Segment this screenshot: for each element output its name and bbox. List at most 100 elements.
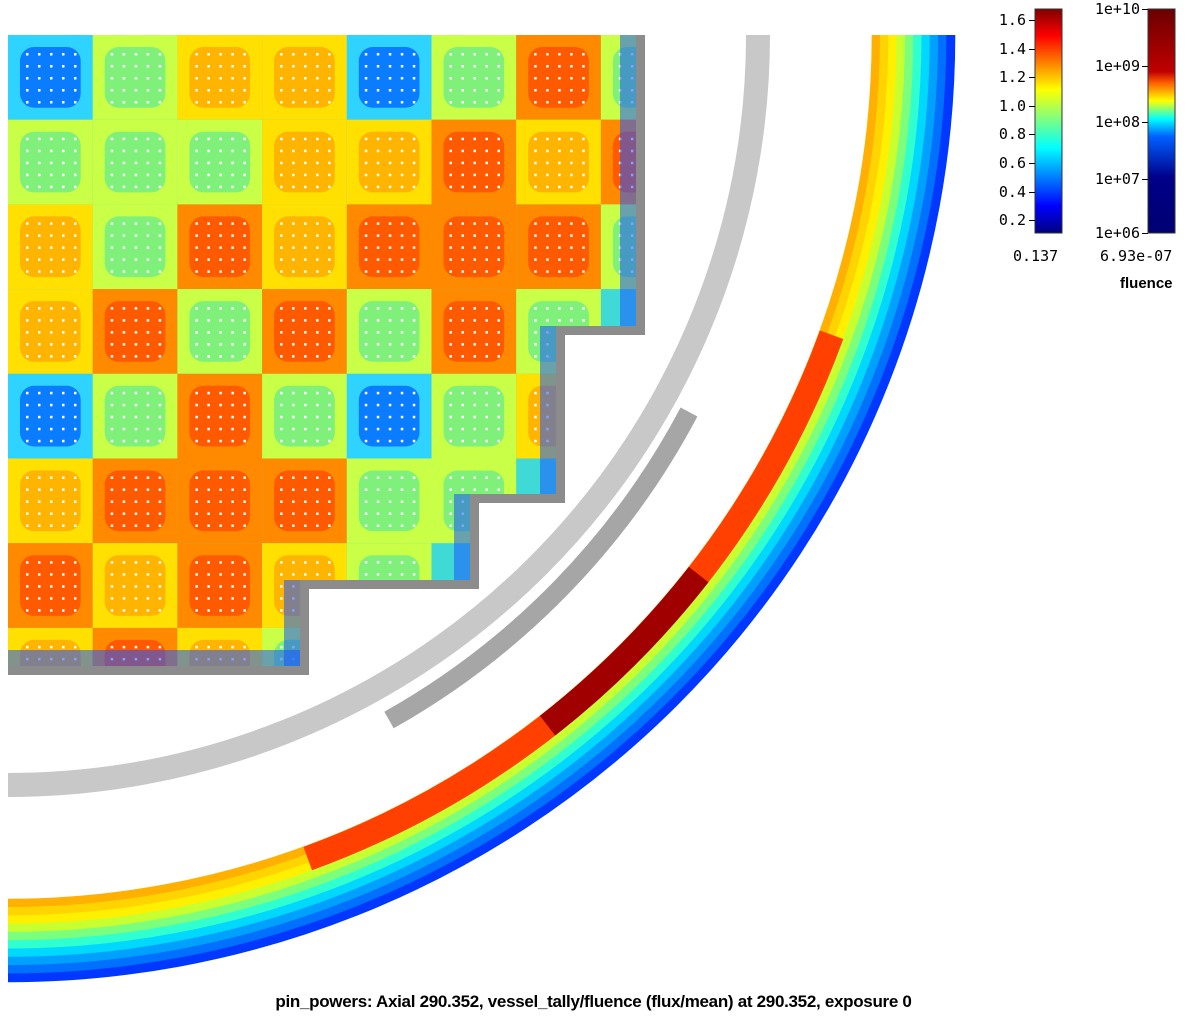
pin-marker xyxy=(497,319,500,322)
pin-marker xyxy=(280,234,283,237)
pin-marker xyxy=(316,645,319,649)
pin-marker xyxy=(328,415,331,419)
pin-marker xyxy=(461,234,464,237)
pin-marker xyxy=(207,500,210,503)
pin-marker xyxy=(497,246,500,249)
pin-marker xyxy=(280,89,283,92)
pin-marker xyxy=(485,391,488,395)
pin-marker xyxy=(400,439,404,443)
pin-marker xyxy=(449,512,452,515)
pin-marker xyxy=(570,234,573,237)
pin-marker xyxy=(146,89,150,92)
pin-marker xyxy=(497,403,500,407)
pin-marker xyxy=(304,137,307,141)
pin-power-tick-mark xyxy=(1029,134,1035,136)
pin-marker xyxy=(195,331,198,334)
pin-marker xyxy=(280,694,283,697)
pin-marker xyxy=(195,694,198,697)
pin-marker xyxy=(74,65,77,68)
pin-marker xyxy=(546,65,549,68)
pin-marker xyxy=(122,415,126,419)
pin-marker xyxy=(376,89,380,92)
pin-marker xyxy=(376,270,380,273)
pin-marker xyxy=(195,403,198,407)
pin-marker xyxy=(243,161,246,165)
pin-marker xyxy=(243,307,246,310)
pin-marker xyxy=(159,694,162,697)
pin-marker xyxy=(328,670,331,673)
pin-marker xyxy=(26,439,29,443)
pin-marker xyxy=(38,488,41,491)
pin-marker xyxy=(412,101,416,104)
pin-marker xyxy=(328,343,331,346)
pin-marker xyxy=(74,500,77,503)
pin-marker xyxy=(400,234,404,237)
pin-marker xyxy=(207,149,210,153)
pin-marker xyxy=(158,391,162,395)
pin-marker xyxy=(473,403,476,407)
pin-marker xyxy=(207,77,210,80)
pin-marker xyxy=(219,77,222,80)
pin-marker xyxy=(364,307,368,310)
pin-marker xyxy=(485,246,488,249)
pin-marker xyxy=(207,161,210,165)
pin-marker xyxy=(364,427,368,431)
pin-marker xyxy=(461,319,464,322)
pin-marker xyxy=(461,476,464,479)
pin-marker xyxy=(195,173,198,177)
pin-marker xyxy=(62,319,65,322)
pin-marker xyxy=(74,53,77,56)
pin-marker xyxy=(534,222,537,225)
pin-marker xyxy=(534,101,537,104)
pin-marker xyxy=(412,65,416,68)
pin-marker xyxy=(122,476,126,479)
pin-marker xyxy=(158,246,162,249)
pin-marker xyxy=(74,585,77,588)
pin-marker xyxy=(316,391,319,395)
pin-marker xyxy=(146,270,150,273)
pin-marker xyxy=(655,246,658,249)
pin-marker xyxy=(376,561,380,564)
fluence-tick-mark xyxy=(1142,233,1148,234)
pin-marker xyxy=(388,391,392,395)
pin-marker xyxy=(122,65,126,68)
fluence-tick-mark xyxy=(1142,66,1148,67)
pin-marker xyxy=(111,682,114,685)
pin-marker xyxy=(158,585,162,588)
pin-marker xyxy=(62,161,65,165)
pin-marker xyxy=(74,246,77,249)
pin-marker xyxy=(146,524,150,527)
pin-marker xyxy=(110,524,114,527)
pin-marker xyxy=(26,89,29,92)
pin-marker xyxy=(655,150,658,153)
pin-marker xyxy=(364,391,368,395)
pin-marker xyxy=(243,149,246,153)
pin-marker xyxy=(195,161,198,165)
pin-marker xyxy=(280,415,283,419)
pin-marker xyxy=(122,307,126,310)
pin-marker xyxy=(485,161,488,165)
pin-marker xyxy=(304,476,307,479)
pin-marker xyxy=(292,355,295,358)
pin-marker xyxy=(316,524,319,527)
pin-marker xyxy=(26,53,29,56)
pin-marker xyxy=(146,331,150,334)
pin-marker xyxy=(243,403,246,407)
pin-marker xyxy=(582,307,585,310)
pin-marker xyxy=(328,234,331,237)
pin-marker xyxy=(122,53,126,56)
pin-power-tick-mark xyxy=(1029,191,1035,193)
pin-marker xyxy=(110,53,114,56)
pin-marker xyxy=(304,403,307,407)
pin-marker xyxy=(534,77,537,80)
pin-marker xyxy=(328,561,331,564)
pin-marker xyxy=(316,500,319,503)
pin-marker xyxy=(388,149,392,153)
pin-marker xyxy=(388,415,392,419)
pin-marker xyxy=(461,53,464,56)
pin-marker xyxy=(364,173,368,177)
vessel-fluence-band xyxy=(7,34,939,966)
pin-marker xyxy=(412,415,416,419)
pin-marker xyxy=(146,185,150,189)
pin-marker xyxy=(473,149,476,153)
